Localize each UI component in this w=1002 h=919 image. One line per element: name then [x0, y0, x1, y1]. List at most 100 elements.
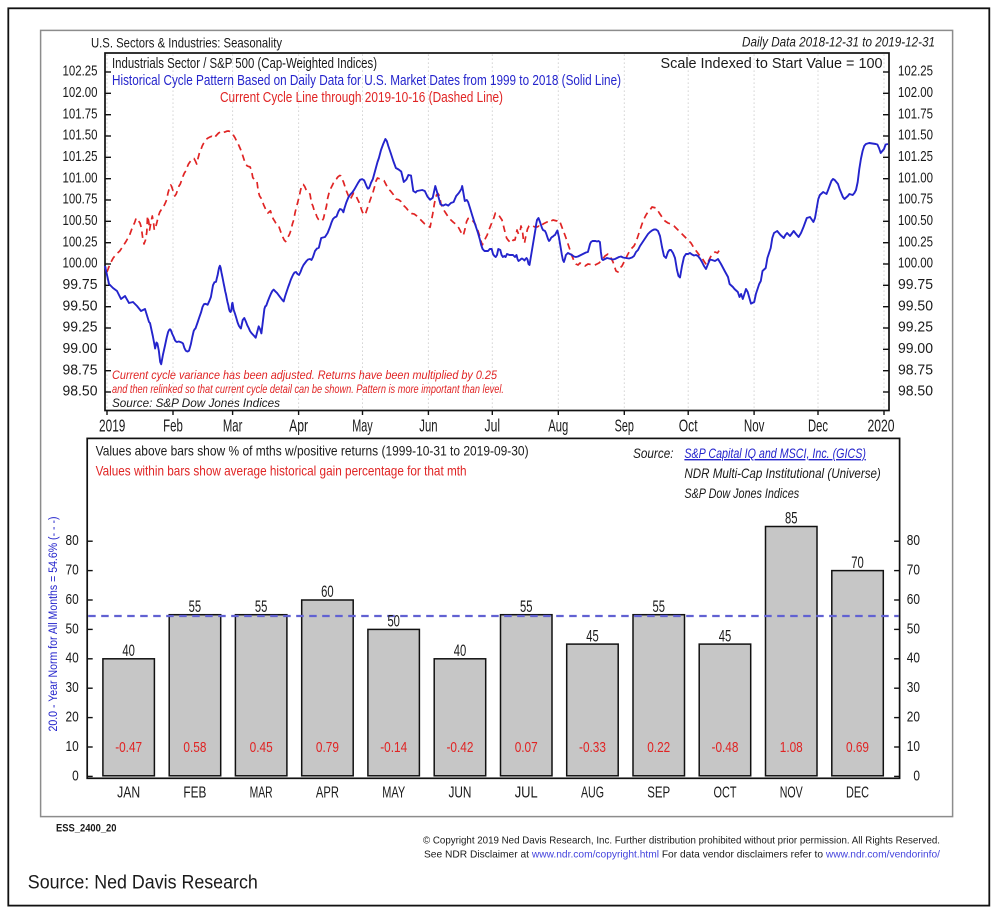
svg-text:55: 55 — [652, 598, 665, 616]
svg-text:AUG: AUG — [581, 785, 604, 802]
svg-text:70: 70 — [851, 554, 864, 572]
svg-text:99.25: 99.25 — [63, 320, 98, 336]
svg-text:0.07: 0.07 — [515, 739, 538, 756]
svg-text:Source: Ned Davis Research: Source: Ned Davis Research — [28, 873, 258, 894]
svg-text:Oct: Oct — [679, 416, 698, 436]
svg-text:-0.14: -0.14 — [380, 739, 407, 756]
svg-text:Apr: Apr — [289, 416, 308, 436]
svg-text:DEC: DEC — [846, 785, 869, 802]
svg-text:80: 80 — [66, 532, 79, 549]
svg-text:55: 55 — [255, 598, 268, 616]
svg-text:99.25: 99.25 — [898, 320, 933, 336]
svg-text:0.58: 0.58 — [183, 739, 206, 756]
svg-text:Industrials Sector / S&P 500 (: Industrials Sector / S&P 500 (Cap-Weight… — [112, 56, 377, 72]
svg-text:JUN: JUN — [448, 785, 471, 802]
svg-text:100.25: 100.25 — [63, 234, 98, 250]
svg-text:102.25: 102.25 — [63, 64, 98, 80]
svg-text:99.75: 99.75 — [898, 277, 933, 293]
svg-text:0.22: 0.22 — [647, 739, 670, 756]
svg-text:100.25: 100.25 — [898, 234, 933, 250]
svg-text:40: 40 — [122, 642, 135, 660]
svg-text:JUL: JUL — [515, 785, 538, 802]
svg-text:10: 10 — [907, 738, 920, 755]
svg-text:98.50: 98.50 — [63, 384, 98, 400]
svg-text:-0.48: -0.48 — [712, 739, 739, 756]
svg-text:55: 55 — [189, 598, 202, 616]
svg-text:55: 55 — [520, 598, 533, 616]
svg-text:OCT: OCT — [713, 785, 736, 802]
svg-text:20: 20 — [907, 709, 920, 726]
svg-text:Values within bars show averag: Values within bars show average historic… — [96, 463, 467, 479]
svg-text:© Copyright 2019 Ned Davis Res: © Copyright 2019 Ned Davis Research, Inc… — [423, 835, 940, 847]
svg-text:60: 60 — [321, 583, 334, 601]
svg-text:S&P Dow Jones Indices: S&P Dow Jones Indices — [684, 485, 799, 501]
svg-text:JAN: JAN — [117, 785, 140, 802]
svg-text:1.08: 1.08 — [780, 739, 803, 756]
svg-text:S&P Capital IQ and MSCI, Inc.: S&P Capital IQ and MSCI, Inc. (GICS) — [684, 445, 866, 461]
svg-text:101.25: 101.25 — [898, 149, 933, 165]
svg-text:0.79: 0.79 — [316, 739, 339, 756]
svg-text:FEB: FEB — [183, 785, 206, 802]
svg-text:50: 50 — [907, 620, 920, 637]
svg-text:-0.42: -0.42 — [447, 739, 474, 756]
svg-text:70: 70 — [66, 562, 79, 579]
svg-text:102.00: 102.00 — [63, 85, 98, 101]
svg-text:101.50: 101.50 — [63, 128, 98, 144]
svg-text:99.75: 99.75 — [63, 277, 98, 293]
svg-text:2020: 2020 — [868, 416, 895, 436]
svg-text:and then relinked so that curr: and then relinked so that current cycle … — [112, 382, 504, 396]
svg-text:85: 85 — [785, 510, 798, 528]
svg-text:100.00: 100.00 — [63, 256, 98, 272]
svg-text:60: 60 — [66, 591, 79, 608]
svg-text:APR: APR — [316, 785, 339, 802]
svg-text:See NDR Disclaimer at www.ndr.: See NDR Disclaimer at www.ndr.com/copyri… — [424, 849, 940, 861]
svg-text:Source: S&P Dow Jones Indices: Source: S&P Dow Jones Indices — [112, 396, 280, 410]
svg-text:U.S. Sectors & Industries: Sea: U.S. Sectors & Industries: Seasonality — [91, 36, 282, 51]
svg-text:101.25: 101.25 — [63, 149, 98, 165]
svg-text:99.50: 99.50 — [63, 298, 98, 314]
svg-text:102.25: 102.25 — [898, 64, 933, 80]
svg-text:10: 10 — [66, 738, 79, 755]
svg-text:50: 50 — [387, 613, 400, 631]
svg-text:80: 80 — [907, 532, 920, 549]
svg-text:MAY: MAY — [382, 785, 405, 802]
svg-text:102.00: 102.00 — [898, 85, 933, 101]
svg-text:50: 50 — [66, 620, 79, 637]
svg-text:100.00: 100.00 — [898, 256, 933, 272]
svg-text:Jun: Jun — [419, 416, 437, 436]
svg-text:100.75: 100.75 — [63, 192, 98, 208]
svg-text:99.50: 99.50 — [898, 298, 933, 314]
svg-text:Feb: Feb — [163, 416, 183, 436]
svg-text:NOV: NOV — [780, 785, 803, 802]
svg-text:0: 0 — [72, 767, 79, 784]
svg-text:Daily Data 2018-12-31 to 2019-: Daily Data 2018-12-31 to 2019-12-31 — [742, 35, 935, 50]
svg-text:NDR Multi-Cap Institutional (U: NDR Multi-Cap Institutional (Universe) — [684, 465, 880, 481]
svg-text:98.75: 98.75 — [63, 362, 98, 378]
svg-text:100.75: 100.75 — [898, 192, 933, 208]
svg-text:2019: 2019 — [99, 416, 125, 436]
svg-text:Values above bars show % of mt: Values above bars show % of mths w/posit… — [96, 443, 529, 459]
svg-text:-0.33: -0.33 — [579, 739, 606, 756]
svg-text:100.50: 100.50 — [898, 213, 933, 229]
svg-text:100.50: 100.50 — [63, 213, 98, 229]
svg-text:20: 20 — [66, 709, 79, 726]
svg-text:May: May — [352, 416, 373, 436]
svg-text:Sep: Sep — [615, 416, 634, 436]
svg-text:-0.47: -0.47 — [115, 739, 142, 756]
svg-text:0.45: 0.45 — [250, 739, 273, 756]
svg-text:Nov: Nov — [744, 416, 765, 436]
svg-text:30: 30 — [66, 679, 79, 696]
svg-text:40: 40 — [66, 650, 79, 667]
svg-text:MAR: MAR — [250, 785, 273, 802]
svg-text:99.00: 99.00 — [63, 341, 98, 357]
svg-text:101.75: 101.75 — [63, 106, 98, 122]
svg-text:45: 45 — [719, 627, 732, 645]
svg-text:ESS_2400_20: ESS_2400_20 — [56, 823, 117, 835]
svg-text:20.0 - Year Norm for All Month: 20.0 - Year Norm for All Months = 54.6% … — [48, 516, 60, 731]
svg-text:45: 45 — [586, 627, 599, 645]
svg-text:0.69: 0.69 — [846, 739, 869, 756]
svg-text:101.75: 101.75 — [898, 106, 933, 122]
svg-text:101.50: 101.50 — [898, 128, 933, 144]
svg-text:101.00: 101.00 — [63, 170, 98, 186]
svg-text:Source:: Source: — [633, 445, 674, 461]
